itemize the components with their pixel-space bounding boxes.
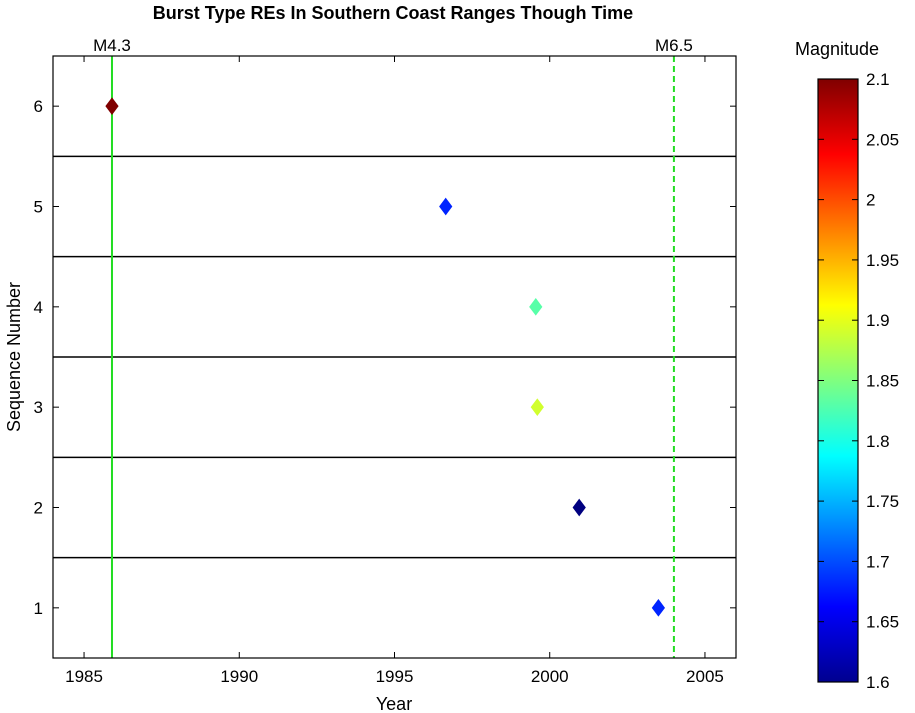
data-points [105, 97, 666, 617]
colorbar-tick-label: 2.1 [866, 70, 890, 89]
colorbar-tick-label: 1.65 [866, 613, 899, 632]
y-tick-label: 3 [34, 398, 43, 417]
y-tick-label: 5 [34, 198, 43, 217]
y-tick-label: 2 [34, 499, 43, 518]
x-tick-label: 1985 [65, 667, 103, 686]
event-label: M4.3 [93, 36, 131, 55]
chart-title: Burst Type REs In Southern Coast Ranges … [153, 3, 633, 23]
colorbar-tick-label: 1.95 [866, 251, 899, 270]
x-tick-label: 2005 [686, 667, 724, 686]
y-tick-label: 1 [34, 599, 43, 618]
x-tick-label: 1990 [220, 667, 258, 686]
sequence-separators [53, 155, 736, 559]
colorbar-tick-label: 2.05 [866, 130, 899, 149]
y-axis-ticks: 1 2 3 4 5 6 [34, 97, 736, 618]
y-tick-label: 4 [34, 298, 43, 317]
colorbar-tick-label: 1.85 [866, 372, 899, 391]
event-lines: M4.3 M6.5 [93, 36, 693, 658]
colorbar-tick-label: 2 [866, 191, 875, 210]
colorbar-tick-label: 1.9 [866, 311, 890, 330]
colorbar-label: Magnitude [795, 39, 879, 59]
x-axis-label: Year [376, 694, 412, 713]
colorbar-ticks: 1.6 1.65 1.7 1.75 1.8 1.85 1.9 1.95 2 2.05 2.1 [818, 70, 899, 692]
colorbar-tick-label: 1.6 [866, 673, 890, 692]
y-tick-label: 6 [34, 97, 43, 116]
x-tick-label: 1995 [376, 667, 414, 686]
colorbar-tick-label: 1.75 [866, 492, 899, 511]
x-tick-label: 2000 [531, 667, 569, 686]
data-point [529, 298, 543, 316]
colorbar-tick-label: 1.7 [866, 552, 890, 571]
y-axis-label: Sequence Number [4, 282, 24, 432]
event-label: M6.5 [655, 36, 693, 55]
data-point [572, 498, 586, 517]
colorbar-gradient [818, 79, 858, 682]
x-axis-ticks: 1985 1990 1995 2000 2005 [65, 56, 724, 686]
data-point [105, 97, 119, 115]
data-point [530, 398, 544, 416]
colorbar-tick-label: 1.8 [866, 432, 890, 451]
data-point [651, 598, 666, 617]
data-point [439, 197, 453, 216]
